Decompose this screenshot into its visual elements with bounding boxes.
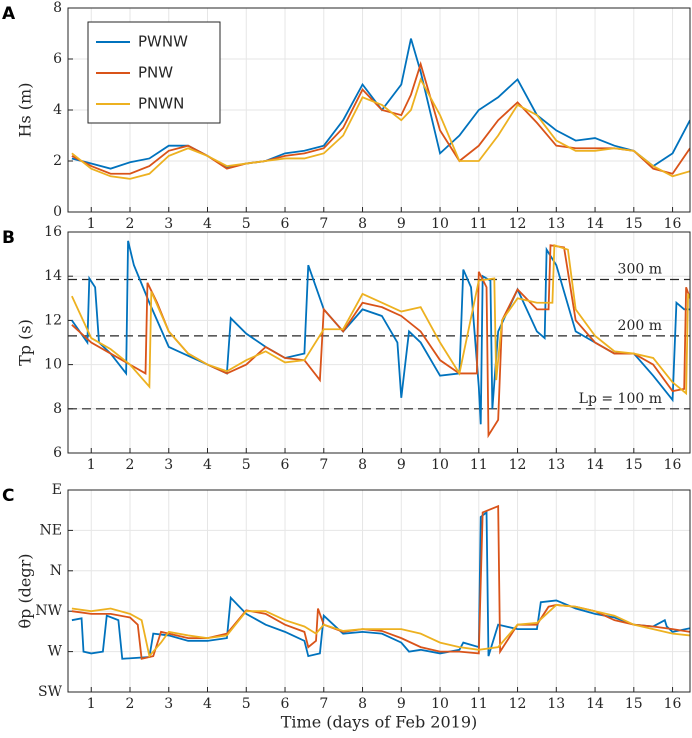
x-tick-label: 10 <box>431 696 449 712</box>
x-tick-label: 9 <box>397 457 406 473</box>
x-tick-label: 16 <box>664 216 682 232</box>
axes-frame <box>67 7 691 213</box>
y-tick-label: NW <box>35 603 62 619</box>
y-tick-label: 2 <box>53 153 62 169</box>
y-tick-label: 16 <box>44 224 62 240</box>
x-tick-label: 6 <box>281 216 290 232</box>
x-tick-label: 8 <box>358 696 367 712</box>
x-tick-label: 2 <box>126 696 135 712</box>
x-tick-label: 4 <box>203 457 212 473</box>
x-tick-label: 10 <box>431 457 449 473</box>
y-tick-label: 4 <box>53 102 62 118</box>
x-tick-label: 1 <box>87 216 96 232</box>
x-tick-label: 6 <box>281 457 290 473</box>
y-tick-label: SW <box>38 684 63 700</box>
legend-label: PWNW <box>138 33 188 51</box>
x-tick-label: 8 <box>358 216 367 232</box>
x-tick-label: 15 <box>625 696 643 712</box>
x-tick-label: 10 <box>431 216 449 232</box>
x-tick-label: 7 <box>319 216 328 232</box>
axes-frame <box>67 489 691 693</box>
x-tick-label: 16 <box>664 457 682 473</box>
legend-label: PNW <box>138 64 173 82</box>
x-tick-label: 4 <box>203 696 212 712</box>
x-tick-label: 7 <box>319 457 328 473</box>
x-tick-label: 5 <box>242 457 251 473</box>
y-tick-label: W <box>48 644 63 660</box>
x-tick-label: 12 <box>509 457 527 473</box>
x-tick-label: 13 <box>547 216 565 232</box>
x-tick-label: 3 <box>164 216 173 232</box>
panel-label: A <box>2 4 16 24</box>
reference-label: 300 m <box>618 262 662 278</box>
x-tick-label: 14 <box>586 216 604 232</box>
x-tick-label: 12 <box>509 696 527 712</box>
y-tick-label: 12 <box>44 312 62 328</box>
y-tick-label: N <box>50 563 62 579</box>
x-tick-label: 13 <box>547 457 565 473</box>
y-axis-label: θp (degr) <box>16 553 35 628</box>
y-axis-label: Hs (m) <box>16 83 35 138</box>
y-tick-label: 14 <box>44 268 62 284</box>
series-line <box>71 504 690 660</box>
x-tick-label: 7 <box>319 696 328 712</box>
x-tick-label: 12 <box>509 216 527 232</box>
reference-label: 200 m <box>618 318 662 334</box>
y-tick-label: 8 <box>53 0 62 16</box>
y-tick-label: 6 <box>53 51 62 67</box>
x-tick-label: 1 <box>87 457 96 473</box>
y-tick-label: NE <box>40 522 62 538</box>
y-tick-label: 10 <box>44 357 62 373</box>
series-line <box>71 38 690 170</box>
y-tick-label: 6 <box>53 445 62 461</box>
series-line <box>71 603 690 659</box>
panel-label: C <box>2 486 14 506</box>
series-line <box>71 77 690 180</box>
series-line <box>71 240 690 425</box>
y-tick-label: 8 <box>53 401 62 417</box>
x-tick-label: 5 <box>242 696 251 712</box>
x-tick-label: 2 <box>126 216 135 232</box>
x-tick-label: 1 <box>87 696 96 712</box>
y-tick-label: E <box>52 482 62 498</box>
y-axis-label: Tp (s) <box>16 319 35 366</box>
x-tick-label: 16 <box>664 696 682 712</box>
x-tick-label: 15 <box>625 216 643 232</box>
x-tick-label: 9 <box>397 216 406 232</box>
x-tick-label: 11 <box>470 216 488 232</box>
x-tick-label: 4 <box>203 216 212 232</box>
x-tick-label: 11 <box>470 457 488 473</box>
series-line <box>71 244 690 396</box>
reference-label: Lp = 100 m <box>579 391 662 407</box>
x-tick-label: 11 <box>470 696 488 712</box>
x-tick-label: 5 <box>242 216 251 232</box>
x-tick-label: 8 <box>358 457 367 473</box>
x-tick-label: 13 <box>547 696 565 712</box>
x-tick-label: 6 <box>281 696 290 712</box>
x-tick-label: 3 <box>164 457 173 473</box>
legend-label: PNWN <box>138 95 184 113</box>
x-axis-label: Time (days of Feb 2019) <box>281 713 478 732</box>
x-tick-label: 9 <box>397 696 406 712</box>
panel-label: B <box>2 228 15 248</box>
y-tick-label: 0 <box>53 204 62 220</box>
axes-frame <box>67 231 691 454</box>
x-tick-label: 14 <box>586 457 604 473</box>
x-tick-label: 14 <box>586 696 604 712</box>
x-tick-label: 3 <box>164 696 173 712</box>
x-tick-label: 2 <box>126 457 135 473</box>
x-tick-label: 15 <box>625 457 643 473</box>
